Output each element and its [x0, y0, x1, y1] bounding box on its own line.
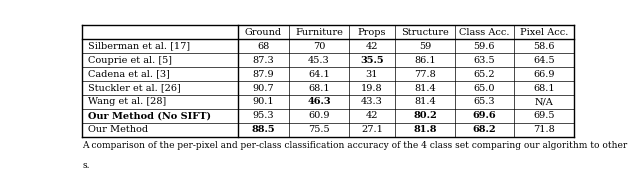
Text: 43.3: 43.3: [361, 97, 383, 106]
Text: 66.9: 66.9: [533, 70, 554, 79]
Text: 63.5: 63.5: [474, 56, 495, 65]
Text: 27.1: 27.1: [361, 125, 383, 134]
Text: 81.8: 81.8: [413, 125, 436, 134]
Text: 75.5: 75.5: [308, 125, 330, 134]
Text: Our Method (No SIFT): Our Method (No SIFT): [88, 111, 211, 120]
Text: Cadena et al. [3]: Cadena et al. [3]: [88, 70, 170, 79]
Text: 59.6: 59.6: [474, 42, 495, 51]
Text: Furniture: Furniture: [295, 28, 343, 37]
Text: N/A: N/A: [534, 97, 553, 106]
Text: 65.0: 65.0: [474, 84, 495, 92]
Text: 86.1: 86.1: [414, 56, 436, 65]
Text: Structure: Structure: [401, 28, 449, 37]
Text: 68.1: 68.1: [533, 84, 555, 92]
Text: Wang et al. [28]: Wang et al. [28]: [88, 97, 166, 106]
Text: 64.1: 64.1: [308, 70, 330, 79]
Text: 90.1: 90.1: [253, 97, 274, 106]
Text: 65.2: 65.2: [474, 70, 495, 79]
Text: 64.5: 64.5: [533, 56, 555, 65]
Text: Couprie et al. [5]: Couprie et al. [5]: [88, 56, 172, 65]
Text: 60.9: 60.9: [308, 111, 330, 120]
Text: 58.6: 58.6: [533, 42, 554, 51]
Text: 95.3: 95.3: [253, 111, 274, 120]
Text: 69.6: 69.6: [472, 111, 496, 120]
Text: 81.4: 81.4: [414, 84, 436, 92]
Text: 46.3: 46.3: [307, 97, 331, 106]
Text: 65.3: 65.3: [474, 97, 495, 106]
Text: 68.1: 68.1: [308, 84, 330, 92]
Text: 70: 70: [313, 42, 325, 51]
Text: Pixel Acc.: Pixel Acc.: [520, 28, 568, 37]
Text: 90.7: 90.7: [253, 84, 274, 92]
Text: 81.4: 81.4: [414, 97, 436, 106]
Text: Stuckler et al. [26]: Stuckler et al. [26]: [88, 84, 181, 92]
Text: 35.5: 35.5: [360, 56, 384, 65]
Text: A comparison of the per-pixel and per-class classification accuracy of the 4 cla: A comparison of the per-pixel and per-cl…: [83, 141, 628, 150]
Text: Silberman et al. [17]: Silberman et al. [17]: [88, 42, 191, 51]
Text: 77.8: 77.8: [414, 70, 436, 79]
Text: Our Method: Our Method: [88, 125, 148, 134]
Text: 87.3: 87.3: [253, 56, 275, 65]
Text: 42: 42: [365, 42, 378, 51]
Text: 69.5: 69.5: [533, 111, 554, 120]
Text: 45.3: 45.3: [308, 56, 330, 65]
Text: 59: 59: [419, 42, 431, 51]
Text: Class Acc.: Class Acc.: [459, 28, 509, 37]
Text: 87.9: 87.9: [253, 70, 274, 79]
Text: 80.2: 80.2: [413, 111, 436, 120]
Text: Props: Props: [358, 28, 386, 37]
Text: 71.8: 71.8: [533, 125, 555, 134]
Text: 88.5: 88.5: [252, 125, 275, 134]
Text: 68: 68: [257, 42, 269, 51]
Text: 19.8: 19.8: [361, 84, 383, 92]
Text: 68.2: 68.2: [472, 125, 496, 134]
Text: 42: 42: [365, 111, 378, 120]
Text: Ground: Ground: [245, 28, 282, 37]
Text: 31: 31: [365, 70, 378, 79]
Text: s.: s.: [83, 161, 90, 170]
